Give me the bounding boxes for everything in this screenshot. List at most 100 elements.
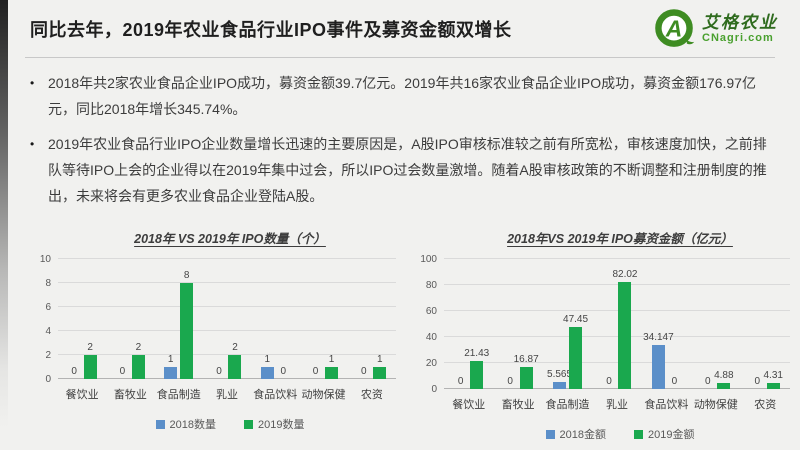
y-tick-label: 100 (420, 254, 437, 265)
y-tick-label: 20 (425, 358, 437, 369)
value-label: 0 (119, 366, 126, 377)
legend-item: 2018金额 (545, 426, 606, 442)
y-tick-label: 40 (425, 332, 437, 343)
value-label: 0 (754, 376, 761, 387)
category-label: 食品饮料 (644, 399, 689, 411)
category-label: 食品制造 (156, 389, 201, 401)
bar-slot: 2 (83, 259, 97, 379)
value-label: 2 (135, 342, 142, 353)
plot-area: 0 2 4 6 8 10 0 2 0 2 1 8 0 2 1 0 0 1 0 1 (40, 254, 396, 385)
value-label: 1 (328, 354, 335, 365)
bar-slot: 2 (228, 259, 242, 379)
bar-slot: 0 (668, 259, 681, 389)
category-label: 畜牧业 (113, 389, 147, 401)
value-label: 1 (167, 354, 174, 365)
value-label: 34.147 (643, 331, 674, 343)
bar (131, 355, 145, 379)
legend-label: 2018数量 (169, 419, 216, 431)
bar-slot: 2 (131, 259, 145, 379)
bar-slot: 0 (212, 259, 225, 379)
legend-swatch-icon (545, 429, 555, 439)
gridline (58, 258, 396, 259)
bar-slot: 5.565 (547, 259, 572, 389)
logo-icon: A (652, 7, 696, 51)
legend-label: 2019金额 (648, 429, 695, 441)
bar-slot: 47.45 (563, 259, 588, 389)
bar (83, 355, 97, 379)
bar-group: 0 16.87 (493, 259, 542, 389)
bar-slot: 1 (164, 259, 178, 379)
category-labels: 餐饮业 畜牧业 食品制造 乳业 食品饮料 动物保健 农资 (58, 386, 396, 402)
legend-swatch-icon (155, 419, 165, 429)
gridline (58, 282, 396, 283)
gridline (58, 354, 396, 355)
logo-name-cn: 艾格农业 (702, 12, 778, 32)
value-label: 0 (705, 376, 711, 387)
category-label: 动物保健 (693, 399, 738, 411)
bullet-item-2: • 2019年农业食品行业IPO企业数量增长迅速的主要原因是，A股IPO审核标准… (28, 131, 772, 209)
value-label: 5.565 (547, 368, 573, 380)
gridline (58, 330, 396, 331)
bar-slot: 0 (116, 259, 129, 379)
x-axis-line (444, 388, 790, 389)
category-label: 农资 (754, 399, 777, 411)
logo-letter: A (665, 15, 683, 41)
value-label: 0 (361, 366, 367, 377)
value-label: 0 (312, 366, 319, 377)
value-label: 8 (183, 270, 190, 281)
category-label: 畜牧业 (501, 399, 535, 411)
value-label: 2 (232, 342, 238, 353)
value-label: 0 (606, 376, 612, 387)
chart-ipo-amount: 2018年VS 2019年 IPO募资金额（亿元） 0 20 40 60 80 100 0 21… (404, 220, 796, 442)
bar-group: 0 82.02 (592, 259, 641, 389)
title-divider (25, 57, 775, 58)
bar (260, 367, 274, 379)
gridline (444, 258, 790, 259)
y-tick-label: 0 (45, 374, 51, 385)
gridline (58, 306, 396, 307)
legend-item: 2019数量 (244, 416, 304, 432)
category-label: 食品饮料 (253, 389, 298, 401)
legend-swatch-icon (634, 429, 643, 439)
bar-group: 0 4.88 (691, 259, 740, 389)
bar-slot: 0 (277, 259, 290, 379)
y-tick-label: 2 (45, 350, 51, 361)
legend-label: 2019数量 (258, 419, 305, 431)
bar-slot: 0 (504, 259, 517, 389)
charts-row: 2018年 VS 2019年 IPO数量（个） 0 2 4 6 8 10 0 2 0 2 1 8 0 2 1 0… (18, 220, 796, 442)
plot-area: 0 20 40 60 80 100 0 21.43 0 16.87 5.565 47.45 0 82.02… (420, 254, 790, 395)
bar-group: 34.147 0 (642, 259, 691, 389)
gridline (444, 284, 790, 285)
bullet-text-2: 2019年农业食品行业IPO企业数量增长迅速的主要原因是，A股IPO审核标准较之… (48, 136, 767, 204)
value-label: 0 (671, 376, 678, 387)
bar-slot: 21.43 (464, 259, 489, 389)
value-label: 0 (280, 366, 287, 377)
value-label: 4.31 (763, 370, 783, 382)
y-tick-label: 60 (425, 306, 437, 317)
value-label: 16.87 (513, 354, 539, 366)
category-label: 动物保健 (301, 389, 346, 401)
bar (325, 367, 339, 379)
gridline (444, 336, 790, 337)
value-label: 4.88 (714, 369, 734, 381)
value-label: 2 (87, 342, 93, 353)
bar (180, 283, 194, 379)
bar (717, 382, 731, 389)
left-edge-shadow (0, 0, 8, 450)
bar-slot: 0 (309, 259, 322, 379)
value-label: 21.43 (464, 348, 490, 360)
bar (766, 383, 780, 389)
value-label: 82.02 (612, 269, 638, 281)
legend-item: 2019金额 (634, 426, 694, 442)
bar (164, 367, 178, 379)
bar-slot: 0 (357, 259, 370, 379)
chart-title: 2018年 VS 2019年 IPO数量（个） (134, 232, 326, 246)
bar-slot: 0 (602, 259, 615, 389)
legend: 2018数量 2019数量 (58, 416, 402, 432)
